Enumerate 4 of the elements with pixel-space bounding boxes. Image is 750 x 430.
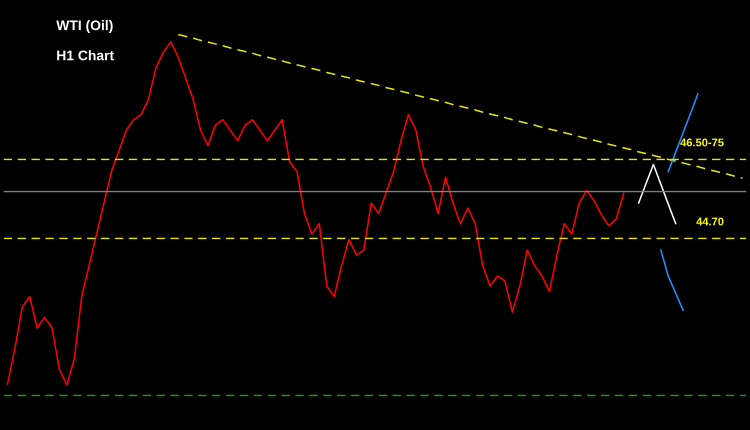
chart-title: WTI (Oil) <box>56 20 113 33</box>
annotation: 46.50-75 <box>680 138 724 146</box>
annotation: 44.70 <box>696 218 724 226</box>
text: H1 Chart <box>57 50 114 60</box>
